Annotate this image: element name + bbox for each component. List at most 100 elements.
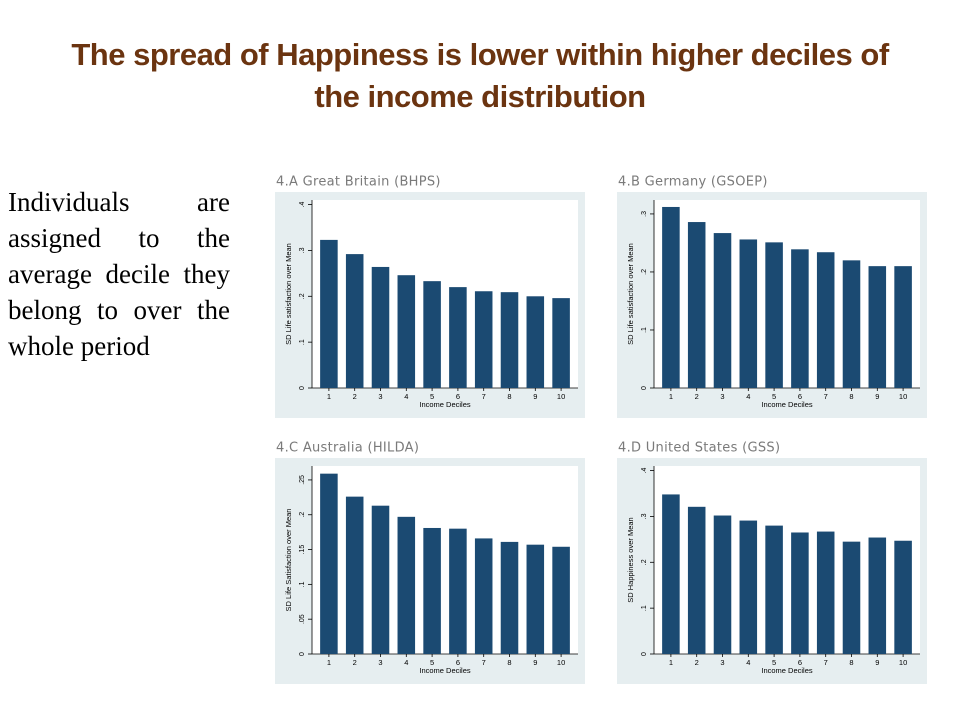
y-tick-label: .2 [299, 512, 306, 518]
x-tick-label: 5 [772, 392, 776, 401]
x-tick-label: 6 [798, 658, 802, 667]
y-tick-label: .1 [641, 605, 648, 611]
x-tick-label: 10 [899, 392, 907, 401]
x-tick-label: 2 [695, 658, 699, 667]
x-tick-label: 4 [404, 658, 408, 667]
y-tick-label: .4 [299, 202, 306, 208]
y-tick-label: .1 [299, 581, 306, 587]
bar [842, 260, 861, 388]
x-tick-label: 2 [695, 392, 699, 401]
bar [552, 298, 570, 388]
x-tick-label: 8 [507, 658, 511, 667]
x-tick-label: 6 [798, 392, 802, 401]
x-tick-label: 8 [849, 392, 853, 401]
y-tick-label: 0 [299, 386, 306, 390]
bar [816, 252, 835, 388]
bar [500, 292, 519, 388]
x-tick-label: 10 [557, 658, 565, 667]
bar [894, 540, 912, 654]
y-tick-label: .1 [641, 327, 648, 333]
y-tick-label: 0 [641, 652, 648, 656]
bar [423, 527, 441, 654]
side-text: Individuals are assigned to the average … [8, 187, 230, 361]
bar [526, 544, 545, 654]
x-tick-label: 1 [327, 392, 331, 401]
bar [423, 281, 441, 388]
y-tick-label: .3 [641, 513, 648, 519]
bar [449, 287, 467, 388]
slide-title: The spread of Happiness is lower within … [71, 37, 889, 114]
y-tick-label: 0 [299, 652, 306, 656]
panel-title: 4.D United States (GSS) [618, 441, 780, 456]
x-tick-label: 4 [404, 392, 408, 401]
bar [371, 266, 390, 388]
x-tick-label: 5 [430, 392, 434, 401]
x-tick-label: 7 [482, 392, 486, 401]
bar [526, 296, 545, 388]
x-tick-label: 4 [746, 658, 750, 667]
x-tick-label: 8 [507, 392, 511, 401]
bar [449, 528, 467, 654]
bar [765, 242, 783, 388]
bar [345, 496, 364, 654]
bar [320, 473, 338, 654]
bar [474, 291, 493, 388]
bar [345, 254, 364, 388]
x-axis-label: Income Deciles [761, 666, 813, 675]
x-tick-label: 5 [772, 658, 776, 667]
x-axis-label: Income Deciles [761, 400, 813, 409]
y-tick-label: .3 [641, 211, 648, 217]
y-tick-label: .2 [641, 269, 648, 275]
bar [662, 206, 680, 388]
x-tick-label: 6 [456, 658, 460, 667]
bar [397, 275, 416, 388]
x-tick-label: 2 [353, 658, 357, 667]
x-tick-label: 7 [482, 658, 486, 667]
bar [500, 541, 519, 654]
x-tick-label: 10 [899, 658, 907, 667]
x-tick-label: 3 [378, 392, 382, 401]
x-tick-label: 1 [327, 658, 331, 667]
x-tick-label: 4 [746, 392, 750, 401]
y-tick-label: 0 [641, 386, 648, 390]
bar [552, 546, 570, 654]
y-tick-label: .4 [641, 468, 648, 474]
bar [687, 506, 706, 654]
bar [868, 266, 887, 388]
panel-title: 4.B Germany (GSOEP) [618, 175, 768, 190]
y-tick-label: .3 [299, 247, 306, 253]
bar [791, 249, 809, 388]
bar [739, 239, 758, 388]
y-tick-label: .05 [299, 614, 306, 624]
y-tick-label: .25 [299, 475, 306, 485]
y-axis-label: SD Life satisfaction over Mean [626, 243, 635, 345]
x-axis-label: Income Deciles [419, 666, 471, 675]
x-tick-label: 8 [849, 658, 853, 667]
x-axis-label: Income Deciles [419, 400, 471, 409]
y-tick-label: .1 [299, 339, 306, 345]
x-tick-label: 1 [669, 658, 673, 667]
x-tick-label: 9 [875, 392, 879, 401]
y-axis-label: SD Life satisfaction over Mean [284, 243, 293, 345]
y-axis-label: SD Life Satisfaction over Mean [284, 509, 293, 612]
bar [713, 515, 732, 654]
bar [791, 532, 809, 654]
x-tick-label: 10 [557, 392, 565, 401]
bar [474, 538, 493, 654]
x-tick-label: 1 [669, 392, 673, 401]
x-tick-label: 5 [430, 658, 434, 667]
bar [868, 537, 887, 654]
x-tick-label: 9 [875, 658, 879, 667]
y-tick-label: .2 [299, 293, 306, 299]
x-tick-label: 3 [720, 392, 724, 401]
x-tick-label: 7 [824, 658, 828, 667]
x-tick-label: 9 [533, 658, 537, 667]
panel-title: 4.A Great Britain (BHPS) [276, 175, 441, 190]
bar [371, 505, 390, 654]
x-tick-label: 3 [378, 658, 382, 667]
bar [765, 525, 783, 654]
x-tick-label: 2 [353, 392, 357, 401]
bar [816, 531, 835, 654]
